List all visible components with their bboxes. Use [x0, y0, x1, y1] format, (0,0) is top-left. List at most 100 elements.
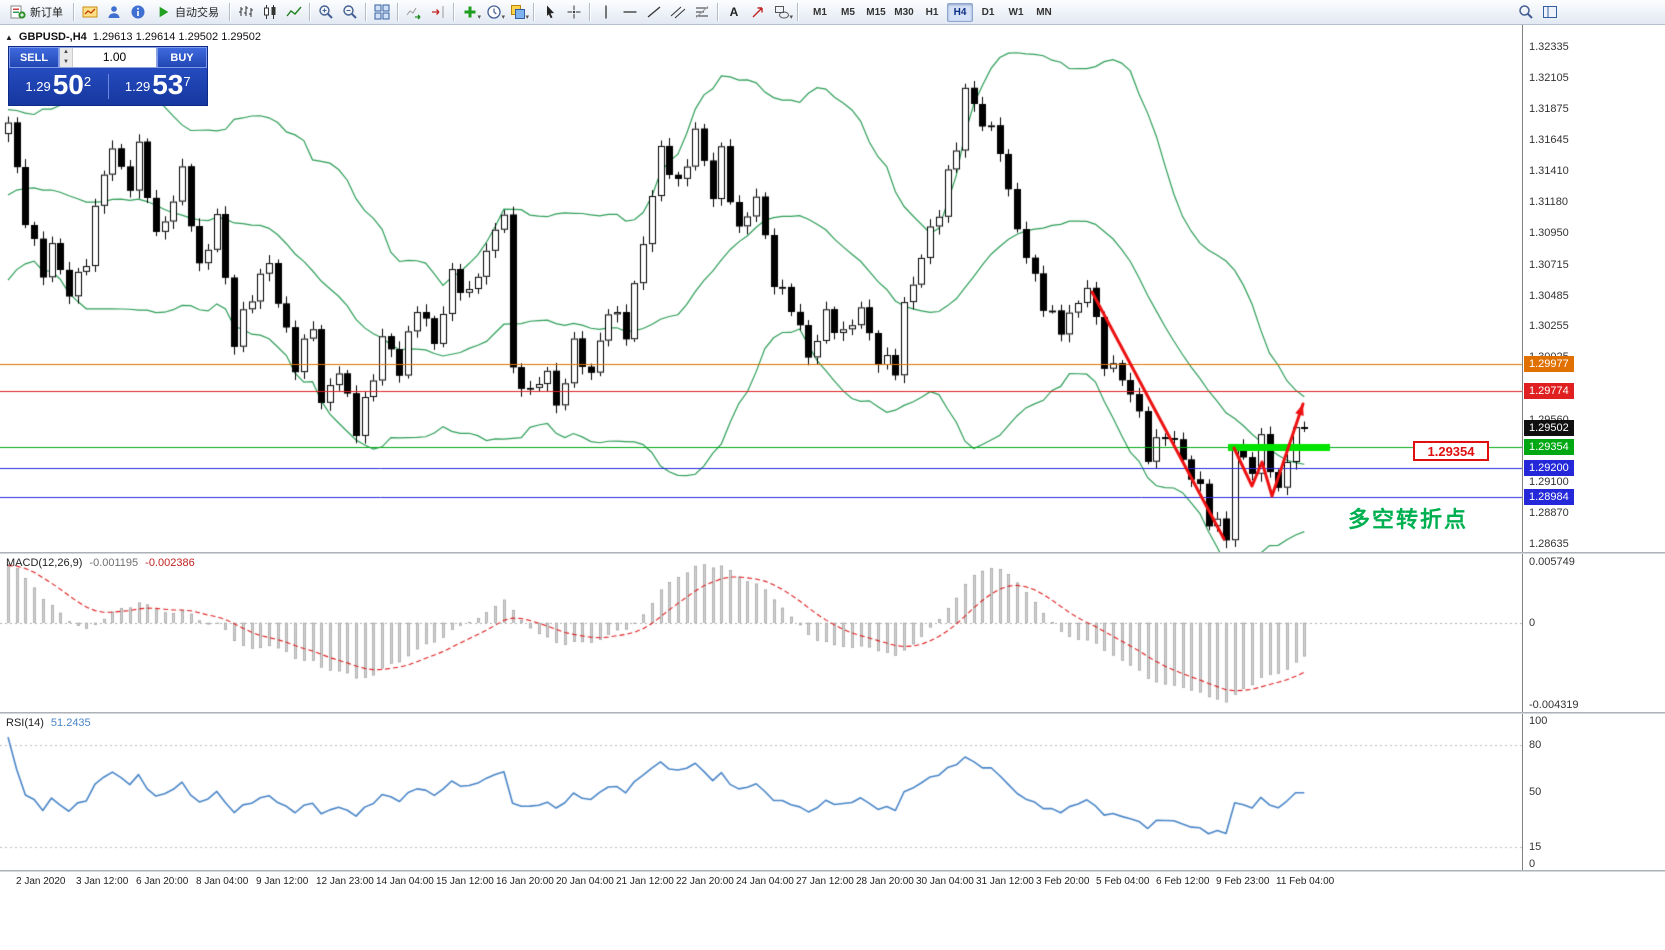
timeframe-M15[interactable]: M15 [863, 3, 889, 22]
crosshair-button[interactable] [562, 2, 586, 23]
layout-button[interactable] [1538, 2, 1562, 23]
search-button[interactable] [1514, 2, 1538, 23]
auto-scroll-icon [406, 7, 421, 20]
periods-button[interactable]: ▾ [482, 2, 506, 23]
line-chart-button[interactable] [282, 2, 306, 23]
price-axis-tick: 1.29100 [1529, 475, 1569, 488]
auto-trading-label: 自动交易 [175, 7, 219, 19]
macd-axis-min: -0.004319 [1529, 699, 1579, 711]
toolbar-separator [717, 3, 719, 21]
time-axis-label: 5 Feb 04:00 [1096, 876, 1150, 887]
shapes-icon [775, 6, 789, 19]
chart-folder-icon [82, 6, 98, 18]
macd-canvas[interactable] [0, 554, 1522, 712]
panel-separator[interactable] [0, 712, 1665, 714]
timeframe-H1[interactable]: H1 [919, 3, 945, 22]
cursor-button[interactable] [538, 2, 562, 23]
trendline-button[interactable] [642, 2, 666, 23]
charts-button[interactable] [78, 2, 102, 23]
time-axis-label: 20 Jan 04:00 [556, 876, 614, 887]
buy-price-prefix: 1.29 [124, 79, 151, 94]
toolbar-separator [797, 3, 799, 21]
chart-shift-button[interactable] [426, 2, 450, 23]
toolbar-separator [397, 3, 399, 21]
auto-scroll-button[interactable] [402, 2, 426, 23]
time-axis-label: 12 Jan 23:00 [316, 876, 374, 887]
one-click-collapse-icon[interactable]: ▲ [5, 33, 13, 42]
timeframe-H4[interactable]: H4 [947, 2, 973, 22]
macd-axis-zero: 0 [1529, 616, 1536, 629]
info-icon [131, 5, 145, 19]
price-chart-canvas[interactable] [0, 25, 1522, 552]
price-axis[interactable]: 0.005749 0 -0.004319 1.32335 1.32105 1.318… [1522, 25, 1665, 872]
time-axis-label: 16 Jan 20:00 [496, 876, 554, 887]
time-axis-label: 21 Jan 12:00 [616, 876, 674, 887]
candlestick-chart-icon [264, 5, 276, 19]
timeframe-M30[interactable]: M30 [891, 3, 917, 22]
candlestick-chart-button[interactable] [258, 2, 282, 23]
volume-value[interactable]: 1.00 [102, 50, 127, 64]
dropdown-caret: ▾ [477, 13, 481, 21]
text-tool-icon: A [729, 5, 739, 19]
new-order-button[interactable]: 新订单 [3, 2, 70, 23]
timeframe-M1[interactable]: M1 [807, 3, 833, 22]
vertical-line-button[interactable] [594, 2, 618, 23]
volume-spinner[interactable]: ▲ ▼ [60, 48, 73, 67]
templates-icon [511, 5, 525, 19]
text-button[interactable]: A [722, 2, 746, 23]
templates-button[interactable]: ▾ [506, 2, 530, 23]
person-icon [108, 6, 120, 18]
rsi-axis-label: 100 [1529, 715, 1548, 727]
macd-name: MACD(12,26,9) [6, 557, 83, 569]
fibonacci-icon [695, 6, 709, 18]
fibonacci-button[interactable] [690, 2, 714, 23]
macd-label: MACD(12,26,9) -0.001195 -0.002386 [6, 557, 195, 569]
line-chart-icon [286, 6, 302, 17]
price-line-tag: 1.29354 [1524, 439, 1574, 456]
indicators-button[interactable]: ▾ [458, 2, 482, 23]
channel-icon [670, 6, 686, 19]
timeframe-M5[interactable]: M5 [835, 3, 861, 22]
zoom-out-button[interactable] [338, 2, 362, 23]
timeframe-group: M1 M5 M15 M30 H1 H4 D1 W1 MN [806, 2, 1058, 22]
chart-annotation-text[interactable]: 多空转折点 [1348, 507, 1469, 532]
volume-field[interactable]: ▲ ▼ 1.00 [59, 47, 157, 68]
timeframe-MN[interactable]: MN [1031, 3, 1057, 22]
buy-button[interactable]: BUY [157, 47, 207, 68]
auto-trading-button[interactable]: 自动交易 [150, 2, 226, 23]
tile-windows-button[interactable] [370, 2, 394, 23]
volume-up-icon[interactable]: ▲ [60, 48, 72, 58]
bar-chart-button[interactable] [234, 2, 258, 23]
shapes-button[interactable]: ▾ [770, 2, 794, 23]
horizontal-line-button[interactable] [618, 2, 642, 23]
accounts-button[interactable] [102, 2, 126, 23]
time-axis-label: 9 Jan 12:00 [256, 876, 309, 887]
volume-down-icon[interactable]: ▼ [60, 57, 72, 67]
panel-separator[interactable] [0, 870, 1665, 872]
macd-main-value: -0.001195 [89, 557, 139, 569]
toolbar-separator [453, 3, 455, 21]
info-button[interactable] [126, 2, 150, 23]
panel-separator[interactable] [0, 552, 1665, 554]
sell-button[interactable]: SELL [9, 47, 59, 68]
sell-price[interactable]: 1.29 50 2 [9, 71, 108, 101]
one-click-trading-panel: SELL ▲ ▼ 1.00 BUY 1.29 50 2 [8, 46, 208, 106]
price-level-callout[interactable]: 1.29354 [1413, 441, 1489, 461]
channel-button[interactable] [666, 2, 690, 23]
time-axis[interactable]: 2 Jan 2020 3 Jan 12:00 6 Jan 20:00 8 Jan 04… [0, 872, 1665, 893]
time-axis-label: 6 Jan 20:00 [136, 876, 189, 887]
buy-price[interactable]: 1.29 53 7 [109, 71, 208, 101]
crosshair-icon [567, 5, 581, 19]
time-axis-label: 9 Feb 23:00 [1216, 876, 1270, 887]
rsi-value: 51.2435 [50, 717, 91, 729]
chart-shift-icon [432, 6, 444, 18]
timeframe-W1[interactable]: W1 [1003, 3, 1029, 22]
time-axis-label: 30 Jan 04:00 [916, 876, 974, 887]
rsi-canvas[interactable] [0, 714, 1522, 870]
macd-panel: MACD(12,26,9) -0.001195 -0.002386 [0, 554, 1522, 712]
zoom-in-button[interactable] [314, 2, 338, 23]
timeframe-D1[interactable]: D1 [975, 3, 1001, 22]
arrow-tool-button[interactable] [746, 2, 770, 23]
price-axis-tick: 1.32335 [1529, 41, 1569, 54]
